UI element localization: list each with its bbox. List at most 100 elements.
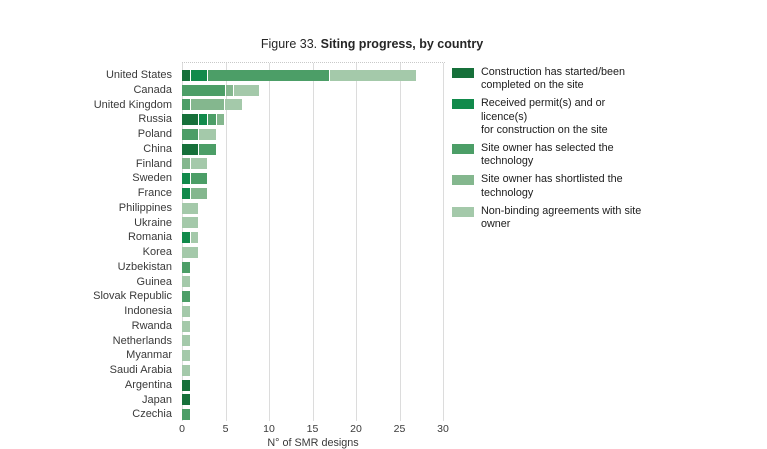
bar-segment [190, 69, 208, 81]
bar-segment [182, 291, 190, 303]
bar-row [182, 319, 416, 334]
country-label: United States [105, 69, 172, 81]
bar-row [182, 393, 416, 408]
bar-segment [216, 114, 225, 126]
country-label: United Kingdom [93, 98, 172, 111]
legend-item: Site owner has selected the technology [452, 142, 647, 168]
country-label: Philippines [118, 201, 172, 214]
legend-label: Site owner has selected the technology [481, 142, 614, 168]
bar-row [182, 112, 416, 127]
bar-segment [190, 158, 208, 170]
bar-segment [182, 409, 190, 421]
legend-item: Received permit(s) and or licence(s) for … [452, 97, 647, 137]
legend-label: Received permit(s) and or licence(s) for … [481, 97, 608, 136]
bar-segment [225, 99, 242, 111]
country-label: Japan [142, 393, 172, 406]
country-label: Finland [135, 157, 172, 170]
figure-title: Figure 33. Siting progress, by country [261, 37, 483, 51]
bar-segment [182, 158, 190, 170]
bar-row [182, 260, 416, 275]
bar-segment [225, 84, 234, 96]
x-tick-label: 30 [437, 423, 449, 435]
bar-row [182, 157, 416, 172]
bar-segment [190, 173, 208, 185]
bar-segment [182, 114, 199, 126]
country-label: Netherlands [112, 334, 172, 347]
bar-segment [182, 202, 199, 214]
bar-row [182, 83, 416, 98]
country-label: Canada [133, 83, 172, 96]
country-label: Romania [127, 231, 172, 244]
bar-row [182, 304, 416, 319]
bar-segment [182, 379, 190, 391]
bar-segment [182, 350, 190, 362]
legend-item: Construction has started/been completed o… [452, 66, 647, 92]
bar-segment [182, 187, 190, 199]
gridline [356, 63, 357, 421]
legend-swatch [452, 144, 474, 155]
bar-segment [182, 217, 199, 229]
bar-row [182, 378, 416, 393]
bar-segment [199, 143, 216, 155]
bar-row [182, 68, 416, 83]
country-label: Sweden [132, 172, 172, 185]
bar-segment [182, 232, 190, 244]
bar-segment [182, 320, 190, 332]
x-tick-label: 10 [263, 423, 275, 435]
bar-segment [190, 187, 208, 199]
country-label: Myanmar [126, 349, 172, 362]
country-label: Slovak Republic [93, 290, 172, 303]
legend-swatch [452, 68, 474, 78]
x-axis-title: N° of SMR designs [267, 437, 359, 449]
bar-row [182, 216, 416, 231]
bar-row [182, 334, 416, 349]
bar-segment [182, 128, 199, 140]
gridline [399, 63, 401, 421]
country-label: China [143, 142, 172, 155]
bar-segment [199, 128, 216, 140]
country-label: Argentina [124, 378, 172, 391]
bar-rows [182, 65, 416, 422]
bar-row [182, 245, 416, 260]
country-label: Saudi Arabia [109, 364, 172, 376]
bar-row [182, 98, 416, 113]
bar-segment [182, 394, 190, 406]
bar-segment [182, 173, 190, 185]
bar-segment [182, 335, 190, 347]
legend-swatch [452, 175, 474, 186]
legend: Construction has started/been completed o… [452, 66, 647, 236]
gridline [443, 63, 444, 421]
country-label: Indonesia [124, 305, 172, 317]
bar-row [182, 275, 416, 290]
bar-segment [182, 143, 199, 155]
bar-row [182, 230, 416, 245]
gridline [269, 63, 270, 421]
country-label: Rwanda [131, 319, 172, 332]
country-labels: United States Canada United Kingdom Russia P… [0, 65, 177, 422]
x-tick-label: 15 [306, 423, 319, 435]
country-label: Poland [137, 128, 172, 140]
bar-row [182, 171, 416, 186]
bar-segment [182, 364, 190, 376]
bar-row [182, 127, 416, 142]
figure-title-prefix: Figure 33. [260, 37, 318, 51]
bar-segment [182, 246, 199, 258]
x-tick-label: 25 [393, 423, 406, 435]
legend-label: Site owner has shortlisted the technology [481, 173, 623, 199]
bar-segment [190, 99, 225, 111]
legend-swatch [452, 99, 474, 110]
bar-segment [182, 276, 190, 288]
gridline [225, 63, 227, 421]
x-tick-label: 20 [350, 423, 362, 435]
bar-segment [182, 99, 190, 111]
country-label: France [137, 187, 172, 199]
bar-row [182, 186, 416, 201]
bar-segment [199, 114, 208, 126]
bar-segment [208, 69, 329, 81]
bar-segment [182, 261, 190, 273]
bar-row [182, 289, 416, 304]
legend-label: Construction has started/been completed o… [481, 66, 626, 92]
bar-segment [182, 69, 190, 81]
bar-segment [208, 114, 216, 126]
